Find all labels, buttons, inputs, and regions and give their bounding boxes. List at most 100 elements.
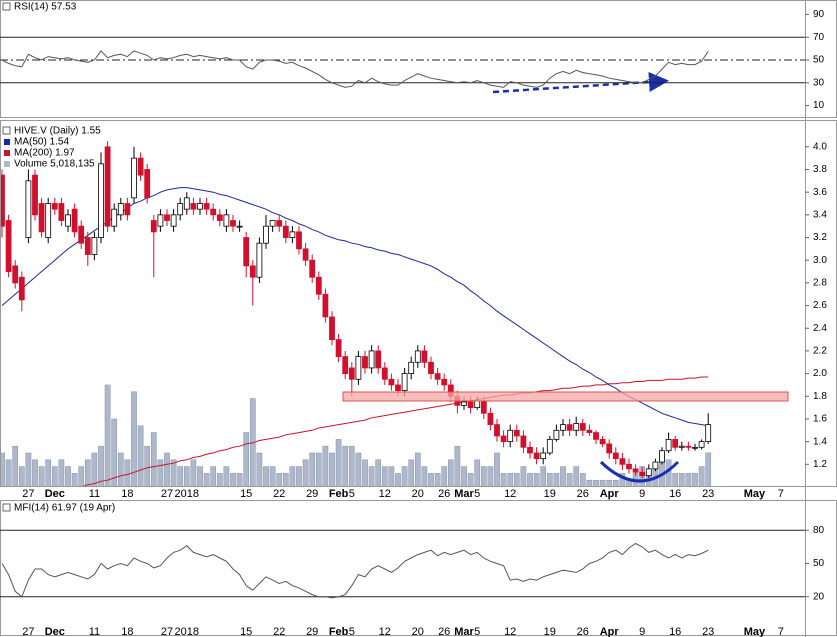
volume-bar bbox=[190, 459, 197, 487]
candle-body bbox=[91, 237, 98, 255]
panel-icon bbox=[2, 2, 11, 11]
candle-body bbox=[381, 367, 388, 380]
candle-body bbox=[230, 220, 236, 227]
candle-body bbox=[513, 429, 520, 437]
x-tick-label: May bbox=[744, 626, 766, 637]
candle-body bbox=[599, 438, 606, 445]
candle-body bbox=[586, 429, 593, 433]
candle-body bbox=[51, 203, 58, 210]
volume-bar bbox=[540, 466, 547, 487]
mfi-title: MFI(14) 61.97 (19 Apr) bbox=[14, 503, 115, 514]
volume-bar bbox=[685, 473, 692, 487]
candle-body bbox=[84, 237, 91, 255]
candle-body bbox=[408, 361, 415, 375]
candle-body bbox=[678, 445, 685, 448]
x-tick-label: 19 bbox=[544, 626, 556, 637]
candle-body bbox=[507, 429, 514, 443]
candle-body bbox=[665, 438, 672, 452]
volume-bar bbox=[421, 466, 428, 487]
candle-body bbox=[98, 163, 104, 238]
x-tick-label: Feb bbox=[329, 626, 349, 637]
candle-body bbox=[414, 350, 421, 363]
volume-bar bbox=[32, 459, 38, 487]
volume-bar bbox=[117, 452, 124, 487]
volume-bar bbox=[368, 466, 375, 487]
y-tick-label: 3.8 bbox=[813, 164, 827, 175]
volume-bar bbox=[296, 466, 302, 487]
candle-body bbox=[474, 400, 481, 409]
candle-body bbox=[421, 350, 428, 363]
x-tick-label: Apr bbox=[600, 488, 620, 500]
x-tick-label: 2018 bbox=[175, 626, 199, 637]
x-tick-label: 23 bbox=[702, 488, 714, 500]
candle-body bbox=[58, 203, 65, 221]
candle-body bbox=[626, 463, 632, 470]
candle-body bbox=[256, 242, 263, 278]
y-tick-label: 4.0 bbox=[813, 141, 827, 152]
candle-body bbox=[487, 412, 494, 426]
candle-body bbox=[111, 208, 118, 227]
x-tick-label: 5 bbox=[349, 626, 355, 637]
volume-bar bbox=[599, 479, 606, 487]
x-tick-label: 18 bbox=[121, 488, 133, 500]
volume-bar bbox=[329, 452, 335, 487]
candle-body bbox=[441, 378, 448, 386]
candle-body bbox=[131, 157, 137, 199]
volume-bar bbox=[487, 466, 494, 487]
volume-bar bbox=[348, 445, 355, 487]
x-tick-label: Mar bbox=[454, 626, 474, 637]
volume-bar bbox=[12, 445, 19, 487]
candle-body bbox=[652, 461, 659, 470]
volume-bar bbox=[58, 459, 65, 487]
candle-body bbox=[375, 350, 382, 369]
volume-bar bbox=[236, 473, 243, 487]
x-tick-label: 27 bbox=[161, 626, 173, 637]
legend-swatch bbox=[4, 161, 10, 167]
indicator-line bbox=[1, 50, 709, 88]
volume-bar bbox=[520, 466, 527, 487]
candle-body bbox=[78, 225, 85, 244]
candle-body bbox=[527, 446, 533, 454]
x-tick-label: 15 bbox=[240, 488, 252, 500]
candle-body bbox=[579, 423, 586, 431]
y-tick-label: 10 bbox=[813, 100, 825, 111]
resistance-zone bbox=[342, 391, 789, 402]
volume-bar bbox=[698, 466, 705, 487]
x-tick-label: 9 bbox=[639, 488, 645, 500]
y-tick-label: 30 bbox=[813, 77, 825, 88]
volume-bar bbox=[375, 459, 382, 487]
candle-body bbox=[533, 452, 540, 460]
x-tick-label: 23 bbox=[702, 626, 714, 637]
volume-bar bbox=[395, 473, 401, 487]
candle-body bbox=[335, 339, 342, 357]
volume-bar bbox=[546, 473, 553, 487]
x-tick-label: Mar bbox=[454, 488, 474, 500]
volume-bar bbox=[315, 452, 322, 487]
candle-body bbox=[104, 146, 111, 227]
y-tick-label: 90 bbox=[813, 9, 825, 20]
x-tick-label: 12 bbox=[379, 626, 391, 637]
candle-body bbox=[210, 208, 217, 216]
volume-bar bbox=[78, 466, 85, 487]
x-tick-label: 22 bbox=[273, 488, 285, 500]
x-tick-label: 11 bbox=[89, 488, 100, 500]
candle-body bbox=[38, 203, 45, 233]
y-tick-label: 1.6 bbox=[813, 414, 827, 425]
volume-bar bbox=[500, 473, 507, 487]
candle-body bbox=[315, 276, 322, 295]
candle-body bbox=[65, 214, 71, 227]
y-tick-label: 1.8 bbox=[813, 391, 827, 402]
volume-bar bbox=[678, 473, 685, 487]
volume-bar bbox=[494, 452, 500, 487]
volume-bar bbox=[480, 466, 487, 487]
volume-bar bbox=[414, 452, 421, 487]
candle-body bbox=[124, 203, 131, 216]
candle-body bbox=[190, 203, 197, 210]
candle-body bbox=[309, 259, 316, 278]
volume-bar bbox=[71, 473, 78, 487]
candle-body bbox=[659, 450, 665, 463]
volume-bar bbox=[210, 466, 217, 487]
candle-body bbox=[0, 174, 5, 227]
